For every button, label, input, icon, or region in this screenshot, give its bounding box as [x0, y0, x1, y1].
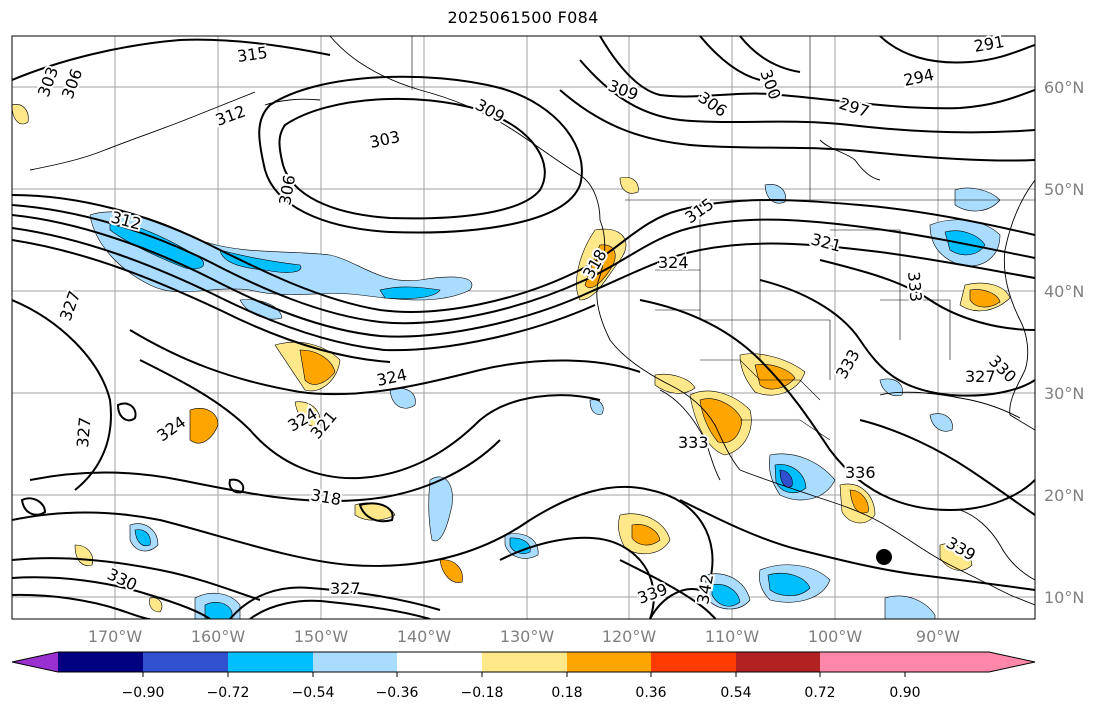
lon-label: 90°W: [916, 627, 960, 646]
lat-label: 40°N: [1044, 282, 1084, 301]
contour-label: 336: [845, 463, 876, 482]
map-border: [11, 35, 1036, 620]
map-title: 2025061500 F084: [447, 8, 599, 27]
colorbar-segment: [397, 652, 482, 672]
lon-label: 160°W: [191, 627, 246, 646]
latitude-labels: 60°N 50°N 40°N 30°N 20°N 10°N: [1044, 78, 1084, 607]
colorbar-segment: [313, 652, 397, 672]
colorbar-ticks: [142, 672, 906, 677]
lon-label: 150°W: [294, 627, 349, 646]
lon-label: 140°W: [397, 627, 452, 646]
colorbar-segment: [58, 652, 143, 672]
colorbar-segment: [567, 652, 651, 672]
lat-label: 10°N: [1044, 588, 1084, 607]
lon-label: 110°W: [705, 627, 760, 646]
colorbar-extend-low: [12, 652, 58, 672]
lat-label: 60°N: [1044, 78, 1084, 97]
colorbar-extend-high: [820, 652, 1035, 672]
colorbar-tick-label: 0.90: [889, 685, 920, 701]
colorbar-segment: [736, 652, 820, 672]
lon-label: 170°W: [88, 627, 143, 646]
lat-label: 30°N: [1044, 384, 1084, 403]
lon-label: 100°W: [808, 627, 863, 646]
colorbar-tick-label: 0.54: [720, 685, 751, 701]
lon-label: 120°W: [602, 627, 657, 646]
colorbar-tick-label: −0.90: [122, 685, 165, 701]
storm-marker-dot: [876, 549, 892, 565]
colorbar-tick-label: 0.18: [551, 685, 582, 701]
contour-label: 324: [658, 253, 689, 272]
colorbar-segment: [228, 652, 313, 672]
colorbar-segment: [482, 652, 567, 672]
contour-label: 333: [678, 433, 709, 452]
political-boundaries: [411, 36, 1035, 441]
lat-label: 50°N: [1044, 180, 1084, 199]
contour-label: 327: [965, 367, 996, 386]
lat-label: 20°N: [1044, 486, 1084, 505]
colorbar-tick-label: −0.36: [376, 685, 419, 701]
colorbar-tick-label: 0.72: [804, 685, 835, 701]
colorbar-tick-label: −0.54: [292, 685, 335, 701]
contour-label-group: 315 303 306 312 309 303 306 306 300 309 …: [32, 30, 1022, 610]
colorbar: −0.90 −0.72 −0.54 −0.36 −0.18 0.18 0.36 …: [11, 651, 1036, 701]
colorbar-tick-label: −0.18: [461, 685, 504, 701]
shaded-fields: [12, 104, 1011, 619]
colorbar-tick-label: 0.36: [635, 685, 666, 701]
contour-label: 327: [330, 579, 361, 598]
contour-label: 327: [73, 416, 95, 448]
contour-lines: [12, 36, 1035, 619]
contour-label: 291: [972, 32, 1005, 56]
colorbar-tick-label: −0.72: [207, 685, 250, 701]
contour-label: 333: [904, 271, 926, 303]
map-plot-area: [12, 36, 1035, 619]
colorbar-segment: [651, 652, 736, 672]
lon-label: 130°W: [500, 627, 555, 646]
colorbar-segment: [143, 652, 228, 672]
longitude-labels: 170°W 160°W 150°W 140°W 130°W 120°W 110°…: [88, 627, 960, 646]
